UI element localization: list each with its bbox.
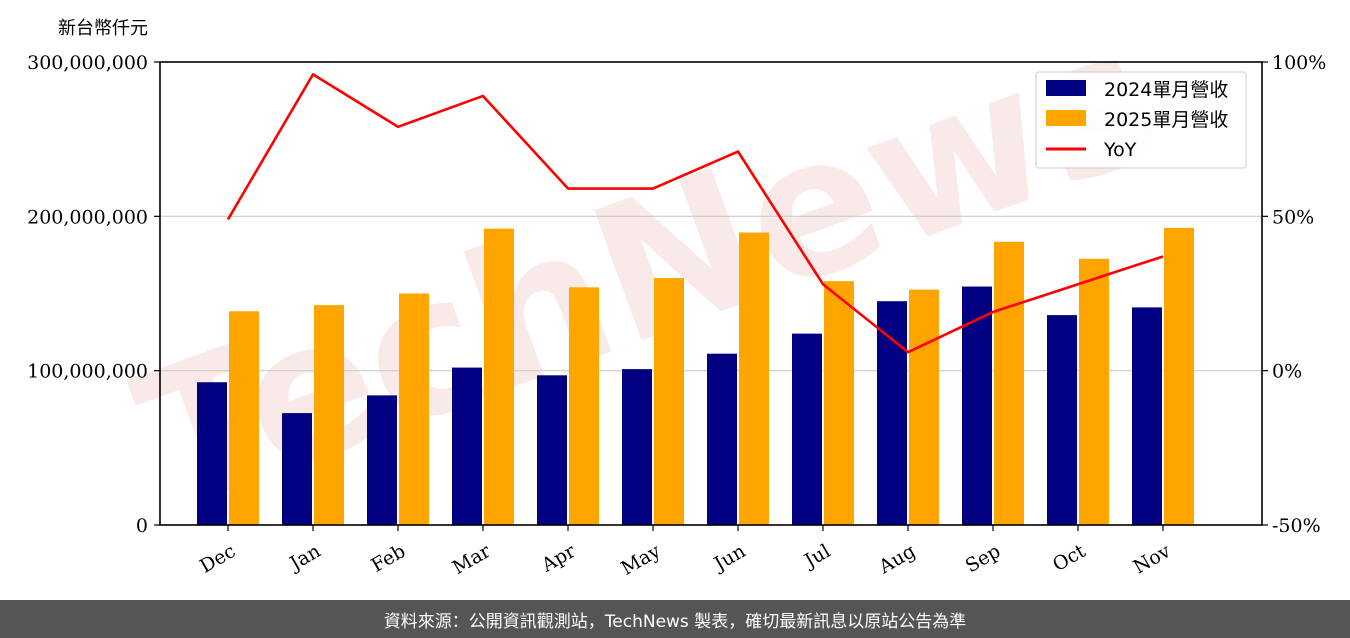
y-left-tick-label: 200,000,000 — [27, 206, 148, 228]
footer-source-text: 資料來源：公開資訊觀測站，TechNews 製表，確切最新訊息以原站公告為準 — [383, 611, 967, 632]
yoy-line — [226, 73, 1164, 354]
legend-label-2024: 2024單月營收 — [1104, 79, 1228, 101]
legend: 2024單月營收 2025單月營收 YoY — [1035, 71, 1247, 169]
x-tick-label-mar: Mar — [449, 540, 495, 579]
bar-2024-apr — [537, 375, 567, 525]
legend-label-2025: 2025單月營收 — [1104, 109, 1228, 131]
bar-2025-may — [654, 278, 684, 525]
y-right-tick-label: 0% — [1272, 361, 1302, 383]
bar-2024-aug — [877, 301, 907, 525]
source-footer: 資料來源：公開資訊觀測站，TechNews 製表，確切最新訊息以原站公告為準 — [0, 600, 1350, 638]
bar-2024-jun — [707, 353, 737, 525]
x-tick-label-jan: Jan — [285, 540, 325, 576]
yoy-line-group — [226, 73, 1164, 354]
x-tick-label-aug: Aug — [874, 540, 919, 579]
y-left-tick-label: 0 — [136, 515, 148, 537]
y-right-tick-label: 100% — [1272, 52, 1326, 74]
bar-2025-mar — [484, 228, 514, 525]
x-tick-labels: Dec Jan Feb Mar Apr May Jun Jul Aug Sep Oct Nov — [196, 525, 1175, 580]
x-tick-label-apr: Apr — [537, 540, 580, 577]
bar-2024-may — [622, 369, 652, 525]
x-tick-label-jun: Jun — [709, 540, 750, 576]
axes-group — [159, 61, 1263, 526]
bar-2025-oct — [1079, 258, 1109, 525]
bar-2025-nov — [1164, 227, 1194, 526]
y-left-tick-label: 100,000,000 — [27, 361, 148, 383]
y-left-tick-label: 300,000,000 — [27, 52, 148, 74]
bars-group — [197, 227, 1194, 526]
y-right-tick-labels: -50% 0% 50% 100% — [1262, 52, 1326, 537]
x-tick-label-oct: Oct — [1049, 540, 1090, 576]
x-tick-label-jul: Jul — [799, 540, 834, 573]
bar-2025-dec — [229, 311, 259, 525]
bar-2025-jun — [739, 232, 769, 525]
y-right-tick-label: 50% — [1272, 206, 1314, 228]
bar-2025-apr — [569, 287, 599, 525]
y-left-tick-labels: 0 100,000,000 200,000,000 300,000,000 — [27, 52, 160, 537]
legend-swatch-2025 — [1046, 110, 1086, 126]
bar-2024-mar — [452, 367, 482, 525]
bar-2025-jan — [314, 305, 344, 525]
bar-2024-jul — [792, 333, 822, 525]
bar-2024-sep — [962, 286, 992, 525]
bar-2025-aug — [909, 289, 939, 525]
plot-frame — [159, 61, 1263, 526]
legend-label-yoy: YoY — [1103, 139, 1137, 161]
revenue-chart: TechNews Dec Jan Feb Mar Apr May Jun Jul Aug Sep O… — [27, 0, 1326, 580]
bar-2024-oct — [1047, 315, 1077, 525]
bar-2024-feb — [367, 395, 397, 525]
legend-swatch-2024 — [1046, 80, 1086, 96]
bar-2025-sep — [994, 241, 1024, 525]
bar-2024-jan — [282, 413, 312, 525]
unit-label: 新台幣仟元 — [58, 18, 148, 39]
x-tick-label-sep: Sep — [962, 540, 1005, 577]
bar-2025-jul — [824, 281, 854, 525]
x-tick-label-feb: Feb — [367, 540, 409, 577]
x-tick-label-may: May — [617, 540, 664, 580]
bar-2024-dec — [197, 382, 227, 525]
y-right-tick-label: -50% — [1272, 515, 1321, 537]
bar-2024-nov — [1132, 307, 1162, 525]
x-tick-label-nov: Nov — [1130, 540, 1175, 579]
legend-box — [1035, 71, 1247, 169]
bar-2025-feb — [399, 293, 429, 525]
